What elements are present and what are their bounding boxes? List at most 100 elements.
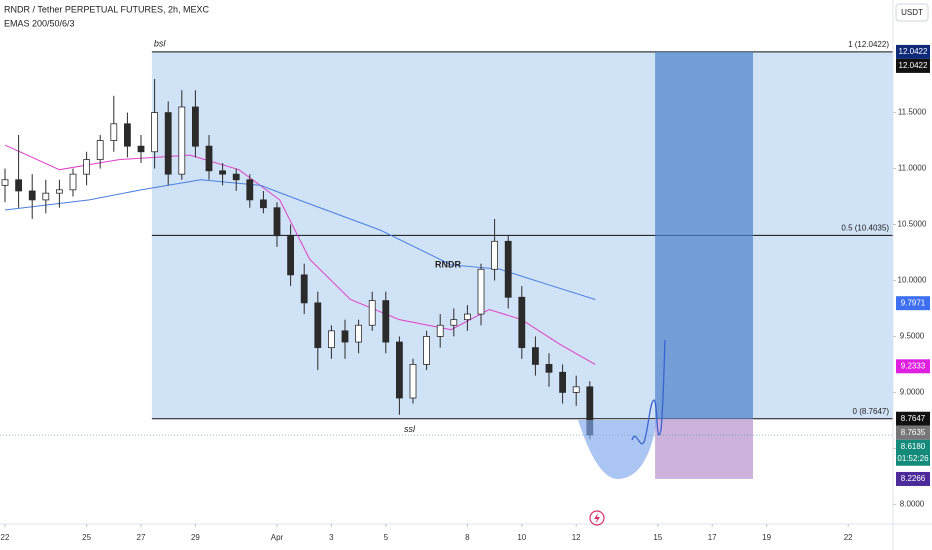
fib-label: 0 (8.7647)	[853, 407, 890, 416]
fib-label: 0.5 (10.4035)	[841, 223, 889, 232]
event-icon-bolt[interactable]	[594, 513, 600, 523]
candle-body	[328, 330, 335, 349]
price-label: 12.0422	[899, 61, 928, 70]
candle-body	[42, 192, 50, 201]
price-label: 9.2333	[901, 361, 926, 370]
candle-body	[56, 189, 63, 194]
price-label-box	[896, 58, 930, 73]
candle-body	[314, 302, 322, 349]
candle-body	[545, 364, 553, 373]
candle-body	[572, 386, 580, 393]
candle-body	[491, 240, 499, 270]
candle-body	[1, 179, 9, 186]
drawn-arc	[578, 420, 657, 480]
y-tick-label: 8.0000	[900, 499, 925, 508]
candle-body	[300, 274, 308, 304]
candle-body	[382, 300, 390, 343]
y-tick-label: 10.5000	[898, 220, 927, 229]
currency-button-label[interactable]: USDT	[901, 8, 923, 17]
candle-body	[436, 324, 444, 337]
ema-line	[4, 144, 596, 365]
candle-body	[423, 336, 431, 365]
projection-line	[631, 339, 666, 445]
price-label: 12.0422	[899, 47, 928, 56]
y-tick-label: 11.0000	[898, 164, 927, 173]
currency-button[interactable]	[895, 3, 929, 22]
x-tick-label: 3	[329, 533, 334, 542]
candle-body	[164, 112, 172, 175]
candle-body	[260, 199, 267, 209]
position-target	[655, 51, 754, 419]
x-tick-label: 22	[844, 533, 853, 542]
candle-body	[409, 364, 417, 399]
candle-body	[96, 140, 104, 161]
price-label-box	[896, 471, 930, 486]
price-label-box	[896, 359, 930, 374]
candle-body	[137, 145, 145, 153]
x-tick-label: 29	[191, 533, 200, 542]
candle-body	[450, 319, 458, 326]
candle-body	[504, 240, 512, 298]
axes: 8.00008.50009.00009.500010.000010.500011…	[1, 44, 930, 542]
y-tick-label: 10.0000	[898, 276, 927, 285]
chart-title: RNDR / Tether PERPETUAL FUTURES, 2h, MEX…	[4, 4, 210, 14]
price-label: 8.6180	[901, 442, 926, 451]
candle-body	[518, 296, 526, 349]
candle-body	[477, 268, 485, 315]
ssl-label: ssl	[404, 424, 416, 434]
candle-body	[83, 159, 91, 175]
candle-body	[355, 324, 363, 343]
indicator-label: EMAS 200/50/6/3	[4, 18, 75, 28]
candle-body	[124, 123, 131, 147]
candle-body	[532, 347, 539, 365]
bsl-label: bsl	[154, 38, 167, 48]
x-tick-label: Apr	[271, 533, 284, 542]
candle-body	[368, 300, 376, 326]
candle-body	[69, 173, 77, 191]
price-label-box	[896, 439, 930, 466]
symbol-label: RNDR	[435, 259, 461, 269]
price-label-box	[896, 44, 930, 59]
candle-body	[559, 371, 567, 393]
price-label: 8.2266	[901, 474, 926, 483]
price-label-box	[896, 411, 930, 426]
candle-body	[192, 106, 199, 147]
candle-body	[28, 190, 36, 201]
event-icon[interactable]	[589, 510, 605, 526]
x-tick-label: 22	[1, 533, 10, 542]
candle-body	[464, 313, 471, 321]
y-tick-label: 11.5000	[898, 108, 927, 117]
price-label: 9.7971	[901, 298, 926, 307]
x-tick-label: 10	[517, 533, 526, 542]
x-tick-label: 17	[708, 533, 717, 542]
candle-body	[151, 112, 159, 153]
x-tick-label: 8	[465, 533, 470, 542]
x-tick-label: 15	[653, 533, 662, 542]
x-tick-label: 12	[572, 533, 581, 542]
x-tick-label: 27	[137, 533, 146, 542]
candle-body	[246, 179, 254, 201]
plot-area: 1 (12.0422) 0.5 (10.4035) 0 (8.7647) bsl ssl…	[0, 38, 893, 479]
candle-body	[178, 106, 186, 175]
price-label: 8.7635	[901, 428, 926, 437]
y-tick-label: 9.0000	[900, 388, 925, 397]
candle-body	[396, 341, 403, 399]
candle-body	[287, 235, 295, 276]
candle-body	[110, 123, 118, 141]
x-tick-label: 5	[384, 533, 389, 542]
candle-body	[15, 179, 23, 192]
x-tick-label: 19	[762, 533, 771, 542]
position-stop	[655, 418, 754, 479]
candle-body	[232, 173, 240, 181]
price-label-box	[896, 296, 930, 311]
fib-label: 1 (12.0422)	[848, 40, 889, 49]
price-label: 8.7647	[901, 414, 926, 423]
candle-body	[273, 207, 281, 237]
ema-line	[4, 179, 596, 300]
y-tick-label: 9.5000	[900, 332, 925, 341]
candle-body	[341, 330, 349, 343]
x-tick-label: 25	[82, 533, 91, 542]
countdown-label: 01:52:26	[897, 454, 929, 463]
